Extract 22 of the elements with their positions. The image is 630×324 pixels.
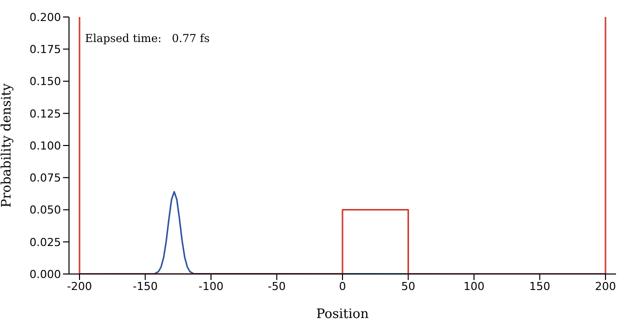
x-axis-title: Position [316, 307, 370, 322]
x-tick-label: 100 [463, 280, 484, 293]
x-tick-label: 150 [529, 280, 550, 293]
x-tick-label: -50 [268, 280, 286, 293]
x-tick-label: -200 [67, 280, 92, 293]
y-tick-label: 0.075 [30, 172, 61, 185]
annotation: Elapsed time: 0.77 fs [85, 32, 210, 45]
y-tick-label: 0.150 [30, 75, 61, 88]
x-tick-label: -150 [132, 280, 158, 293]
line-series [78, 191, 606, 274]
x-tick-label: -100 [198, 280, 224, 293]
y-tick-label: 0.175 [30, 43, 61, 56]
x-tick-label: 50 [401, 280, 416, 293]
y-tick-label: 0.100 [30, 139, 61, 152]
y-tick-label: 0.125 [30, 107, 61, 120]
y-axis-title: Probability density [0, 82, 15, 208]
x-tick-label: 200 [594, 280, 616, 293]
x-tick-label: 0 [339, 280, 346, 293]
y-tick-label: 0.000 [30, 268, 61, 281]
y-tick-label: 0.200 [30, 10, 61, 24]
y-tick-label: 0.025 [30, 236, 61, 249]
y-tick-label: 0.050 [30, 204, 61, 217]
